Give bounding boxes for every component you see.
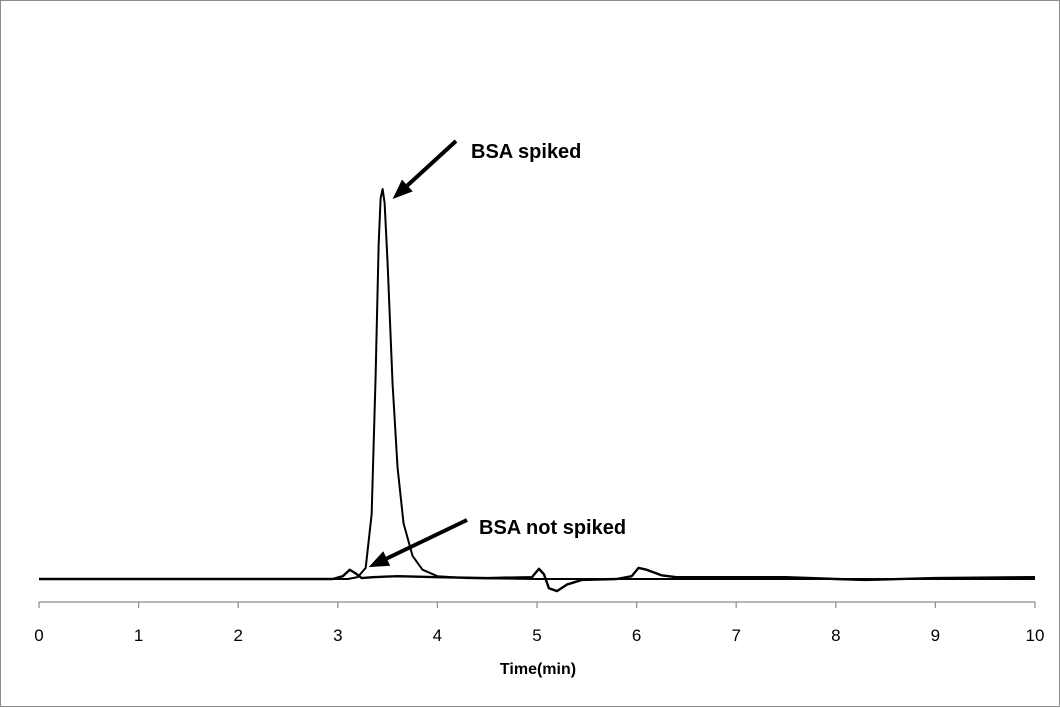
x-tick-label: 2 <box>233 626 242 645</box>
x-tick-label: 6 <box>632 626 641 645</box>
x-tick-label: 7 <box>731 626 740 645</box>
x-tick-label: 4 <box>433 626 442 645</box>
x-axis: 0 1 2 3 4 5 6 7 8 9 10 <box>34 601 1045 645</box>
x-tick-label: 8 <box>831 626 840 645</box>
x-tick-label: 1 <box>134 626 143 645</box>
annotation-label: BSA spiked <box>471 141 581 163</box>
annotation-arrow-shaft <box>406 139 458 187</box>
x-tick-label: 10 <box>1026 626 1045 645</box>
annotation-layer: BSA spiked BSA not spiked <box>368 139 626 568</box>
x-axis-title: Time(min) <box>500 661 576 678</box>
series-line-2 <box>39 566 1036 593</box>
annotation-arrow-shaft <box>385 518 468 561</box>
x-tick-label: 5 <box>532 626 541 645</box>
x-tick-label: 3 <box>333 626 342 645</box>
x-tick-label: 9 <box>931 626 940 645</box>
annotation-arrow-head <box>392 179 413 199</box>
x-tick-label: 0 <box>34 626 43 645</box>
series-layer <box>39 188 1036 593</box>
annotation-arrow-head <box>368 551 391 568</box>
annotation-label: BSA not spiked <box>479 517 626 539</box>
